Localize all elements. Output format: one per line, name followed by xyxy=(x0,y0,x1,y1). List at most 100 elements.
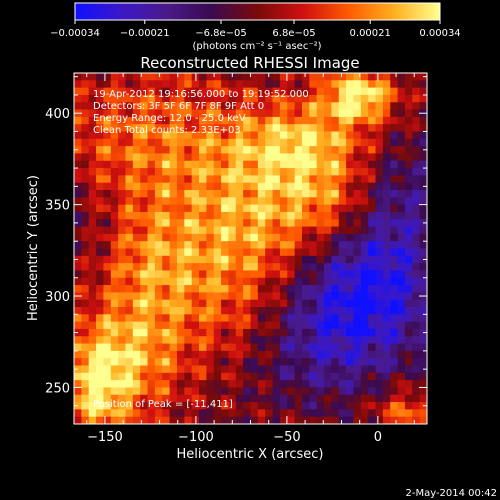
heatmap-cell xyxy=(301,380,310,389)
heatmap-cell xyxy=(338,73,347,81)
heatmap-cell xyxy=(294,94,303,103)
heatmap-cell xyxy=(404,168,413,176)
heatmap-cell xyxy=(272,73,281,81)
heatmap-cell xyxy=(169,416,178,424)
heatmap-cell xyxy=(184,109,193,118)
heatmap-cell xyxy=(96,285,105,293)
heatmap-cell xyxy=(279,328,288,337)
heatmap-cell xyxy=(346,285,355,293)
heatmap-cell xyxy=(324,116,332,125)
heatmap-cell xyxy=(206,343,215,352)
heatmap-cell xyxy=(338,182,347,191)
heatmap-cell xyxy=(88,87,97,96)
heatmap-cell xyxy=(272,168,281,176)
heatmap-cell xyxy=(213,248,222,257)
heatmap-cell xyxy=(81,146,90,155)
heatmap-cell xyxy=(360,153,369,162)
heatmap-cell xyxy=(272,358,281,367)
heatmap-cell xyxy=(154,277,163,286)
heatmap-cell xyxy=(316,255,325,264)
heatmap-cell xyxy=(199,255,207,264)
heatmap-cell xyxy=(147,277,156,286)
heatmap-cell xyxy=(184,182,193,191)
heatmap-cell xyxy=(316,277,325,286)
heatmap-cell xyxy=(213,380,222,389)
heatmap-cell xyxy=(118,182,127,191)
heatmap-cell xyxy=(154,233,163,242)
heatmap-cell xyxy=(404,387,413,396)
heatmap-cell xyxy=(360,73,369,81)
heatmap-cell xyxy=(243,336,252,345)
heatmap-cell xyxy=(147,182,156,191)
heatmap-cell xyxy=(206,321,215,330)
heatmap-cell xyxy=(199,153,207,162)
heatmap-cell xyxy=(250,109,259,118)
heatmap-cell xyxy=(184,248,193,257)
heatmap-cell xyxy=(110,153,119,162)
heatmap-cell xyxy=(154,292,163,301)
heatmap-cell xyxy=(331,285,340,293)
heatmap-cell xyxy=(132,263,141,272)
heatmap-cell xyxy=(397,416,406,424)
heatmap-cell xyxy=(176,336,185,345)
heatmap-cell xyxy=(412,211,421,220)
heatmap-cell xyxy=(206,270,215,279)
heatmap-cell xyxy=(96,124,105,133)
heatmap-cell xyxy=(243,402,252,410)
heatmap-cell xyxy=(88,241,97,250)
heatmap-cell xyxy=(110,124,119,133)
heatmap-cell xyxy=(184,102,193,111)
heatmap-cell xyxy=(221,131,230,140)
heatmap-cell xyxy=(390,153,399,162)
heatmap-cell xyxy=(96,241,105,250)
heatmap-cell xyxy=(221,365,230,374)
heatmap-cell xyxy=(375,263,384,272)
heatmap-cell xyxy=(88,336,97,345)
heatmap-cell xyxy=(353,168,362,176)
heatmap-cell xyxy=(250,241,259,250)
heatmap-cell xyxy=(96,358,105,367)
heatmap-cell xyxy=(397,175,406,184)
heatmap-cell xyxy=(81,321,90,330)
heatmap-cell xyxy=(294,219,303,228)
heatmap-cell xyxy=(316,299,325,308)
heatmap-cell xyxy=(265,248,274,257)
heatmap-cell xyxy=(375,73,384,81)
heatmap-cell xyxy=(154,387,163,396)
heatmap-cell xyxy=(353,190,362,198)
heatmap-cell xyxy=(199,87,207,96)
heatmap-cell xyxy=(272,350,281,359)
heatmap-cell xyxy=(228,394,237,403)
heatmap-cell xyxy=(191,87,200,96)
heatmap-cell xyxy=(404,131,413,140)
heatmap-cell xyxy=(353,219,362,228)
heatmap-cell xyxy=(147,219,156,228)
heatmap-cell xyxy=(88,168,97,176)
heatmap-cell xyxy=(287,299,296,308)
heatmap-cell xyxy=(287,314,296,323)
heatmap-cell xyxy=(132,365,141,374)
heatmap-cell xyxy=(324,219,332,228)
info-line-detectors: Detectors: 3F 5F 6F 7F 8F 9F Att 0 xyxy=(93,101,264,112)
heatmap-cell xyxy=(140,211,149,220)
heatmap-cell xyxy=(404,109,413,118)
heatmap-cell xyxy=(301,233,310,242)
heatmap-cell xyxy=(88,365,97,374)
heatmap-cell xyxy=(199,409,207,418)
heatmap-cell xyxy=(346,204,355,213)
heatmap-cell xyxy=(169,102,178,111)
heatmap-cell xyxy=(191,190,200,198)
heatmap-cell xyxy=(88,80,97,89)
heatmap-cell xyxy=(74,116,82,125)
heatmap-cell xyxy=(390,292,399,301)
heatmap-cell xyxy=(125,219,134,228)
heatmap-cell xyxy=(154,270,163,279)
heatmap-cell xyxy=(103,204,112,213)
heatmap-cell xyxy=(287,372,296,381)
heatmap-cell xyxy=(110,299,119,308)
heatmap-cell xyxy=(375,226,384,235)
heatmap-cell xyxy=(279,285,288,293)
heatmap-cell xyxy=(74,168,82,176)
heatmap-cell xyxy=(331,263,340,272)
heatmap-cell xyxy=(162,109,171,118)
